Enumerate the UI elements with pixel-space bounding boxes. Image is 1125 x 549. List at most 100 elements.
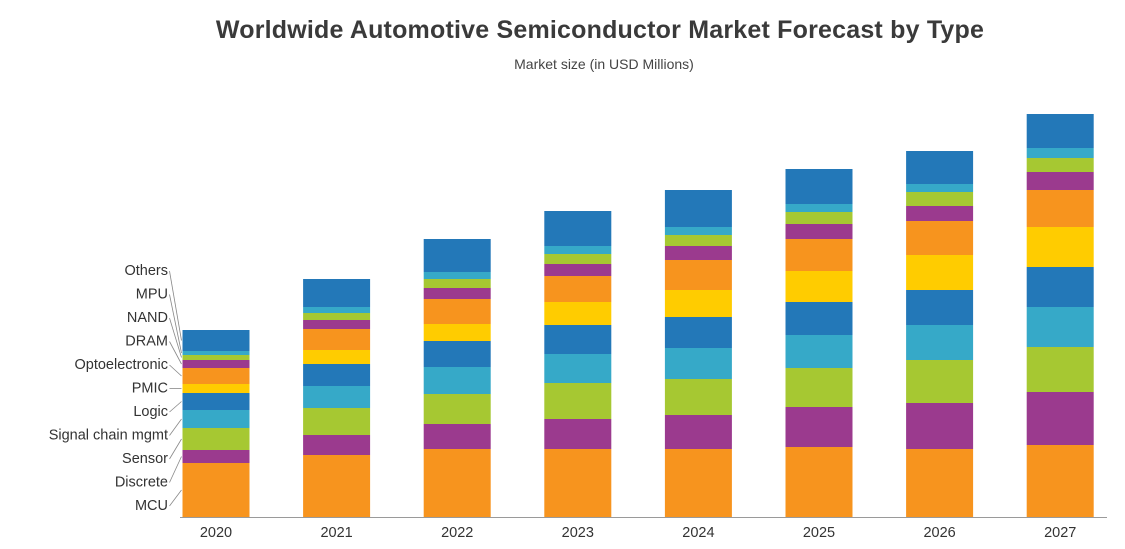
bar-dram-2020 xyxy=(182,360,250,368)
bar-nand-2027 xyxy=(1026,158,1094,172)
bar-pmic-2026 xyxy=(906,255,974,290)
bar-sensor-2024 xyxy=(664,379,732,415)
bar-others-2021 xyxy=(303,279,371,307)
bar-optoelectronic-2027 xyxy=(1026,190,1094,227)
bar-mpu-2020 xyxy=(182,351,250,355)
x-tick-label-2026: 2026 xyxy=(923,525,955,541)
legend-label-others: Others xyxy=(124,263,168,279)
bar-dram-2024 xyxy=(664,246,732,260)
bar-pmic-2020 xyxy=(182,384,250,393)
bar-others-2025 xyxy=(785,169,853,204)
bar-mcu-2023 xyxy=(544,449,612,517)
x-tick-label-2027: 2027 xyxy=(1044,525,1076,541)
bar-others-2024 xyxy=(664,190,732,227)
bar-signal-chain-mgmt-2022 xyxy=(423,367,491,394)
bar-mpu-2026 xyxy=(906,184,974,192)
bar-dram-2022 xyxy=(423,288,491,299)
bar-discrete-2027 xyxy=(1026,392,1094,445)
bar-others-2020 xyxy=(182,330,250,351)
bar-optoelectronic-2025 xyxy=(785,239,853,271)
legend-leader-discrete xyxy=(169,456,182,483)
bar-nand-2023 xyxy=(544,254,612,264)
legend-leader-optoelectronic xyxy=(169,364,182,377)
bar-others-2027 xyxy=(1026,114,1094,148)
bar-logic-2026 xyxy=(906,290,974,325)
bar-signal-chain-mgmt-2025 xyxy=(785,335,853,368)
bar-discrete-2026 xyxy=(906,403,974,449)
legend-leader-signal-chain-mgmt xyxy=(169,418,182,436)
bar-nand-2024 xyxy=(664,235,732,246)
bar-optoelectronic-2023 xyxy=(544,276,612,302)
bar-logic-2023 xyxy=(544,325,612,354)
legend-label-dram: DRAM xyxy=(125,334,168,350)
legend-leader-mcu xyxy=(169,489,182,507)
bar-mpu-2021 xyxy=(303,307,371,313)
bar-dram-2027 xyxy=(1026,172,1094,190)
bar-pmic-2022 xyxy=(423,324,491,341)
bar-nand-2022 xyxy=(423,279,491,288)
bar-mcu-2024 xyxy=(664,449,732,517)
bar-mcu-2021 xyxy=(303,455,371,517)
bar-mcu-2022 xyxy=(423,449,491,517)
x-tick-label-2025: 2025 xyxy=(803,525,835,541)
bar-logic-2022 xyxy=(423,341,491,367)
bar-optoelectronic-2022 xyxy=(423,299,491,324)
bar-mpu-2024 xyxy=(664,227,732,235)
legend-label-discrete: Discrete xyxy=(115,475,168,491)
bar-optoelectronic-2026 xyxy=(906,221,974,255)
bar-sensor-2022 xyxy=(423,394,491,424)
bar-sensor-2026 xyxy=(906,360,974,403)
bar-pmic-2024 xyxy=(664,290,732,317)
bar-mpu-2023 xyxy=(544,246,612,254)
bar-pmic-2025 xyxy=(785,271,853,302)
x-tick-label-2024: 2024 xyxy=(682,525,714,541)
bar-pmic-2023 xyxy=(544,302,612,325)
bar-signal-chain-mgmt-2021 xyxy=(303,386,371,408)
legend-label-mpu: MPU xyxy=(136,287,168,303)
bar-mcu-2027 xyxy=(1026,445,1094,517)
bar-pmic-2027 xyxy=(1026,227,1094,267)
bar-others-2026 xyxy=(906,151,974,184)
bar-sensor-2021 xyxy=(303,408,371,435)
legend-label-sensor: Sensor xyxy=(122,451,168,467)
legend-leader-logic xyxy=(169,401,182,413)
bar-dram-2026 xyxy=(906,206,974,221)
bar-dram-2025 xyxy=(785,224,853,239)
bar-signal-chain-mgmt-2024 xyxy=(664,348,732,379)
bar-mpu-2025 xyxy=(785,204,853,212)
bar-discrete-2021 xyxy=(303,435,371,455)
bar-pmic-2021 xyxy=(303,350,371,364)
legend-label-optoelectronic: Optoelectronic xyxy=(75,357,169,373)
chart-subtitle: Market size (in USD Millions) xyxy=(514,56,694,72)
legend-leader-others xyxy=(169,270,182,341)
bar-nand-2025 xyxy=(785,212,853,224)
x-tick-label-2020: 2020 xyxy=(200,525,232,541)
legend-label-pmic: PMIC xyxy=(132,381,168,397)
bar-mcu-2020 xyxy=(182,463,250,517)
bars-group xyxy=(182,114,1094,517)
legend-label-mcu: MCU xyxy=(135,498,168,514)
bar-logic-2027 xyxy=(1026,267,1094,307)
x-tick-label-2021: 2021 xyxy=(320,525,352,541)
x-axis: 2020 2021 2022 2023 2024 2025 2026 2027 xyxy=(180,517,1107,541)
bar-mpu-2022 xyxy=(423,272,491,279)
bar-signal-chain-mgmt-2020 xyxy=(182,410,250,428)
bar-signal-chain-mgmt-2026 xyxy=(906,325,974,360)
bar-others-2022 xyxy=(423,239,491,272)
x-tick-label-2022: 2022 xyxy=(441,525,473,541)
bar-discrete-2023 xyxy=(544,419,612,449)
bar-discrete-2024 xyxy=(664,415,732,449)
legend-leader-dram xyxy=(169,341,182,365)
bar-discrete-2025 xyxy=(785,407,853,447)
legend-label-nand: NAND xyxy=(127,310,168,326)
bar-sensor-2027 xyxy=(1026,347,1094,392)
legend-leader-nand xyxy=(169,317,182,358)
bar-mpu-2027 xyxy=(1026,148,1094,158)
bar-nand-2026 xyxy=(906,192,974,206)
bar-nand-2021 xyxy=(303,313,371,320)
legend-group: MCU Discrete Sensor Signal chain mgmt Logic P… xyxy=(49,263,182,514)
bar-others-2023 xyxy=(544,211,612,246)
legend-label-signal-chain-mgmt: Signal chain mgmt xyxy=(49,428,168,444)
legend-leader-sensor xyxy=(169,438,182,460)
